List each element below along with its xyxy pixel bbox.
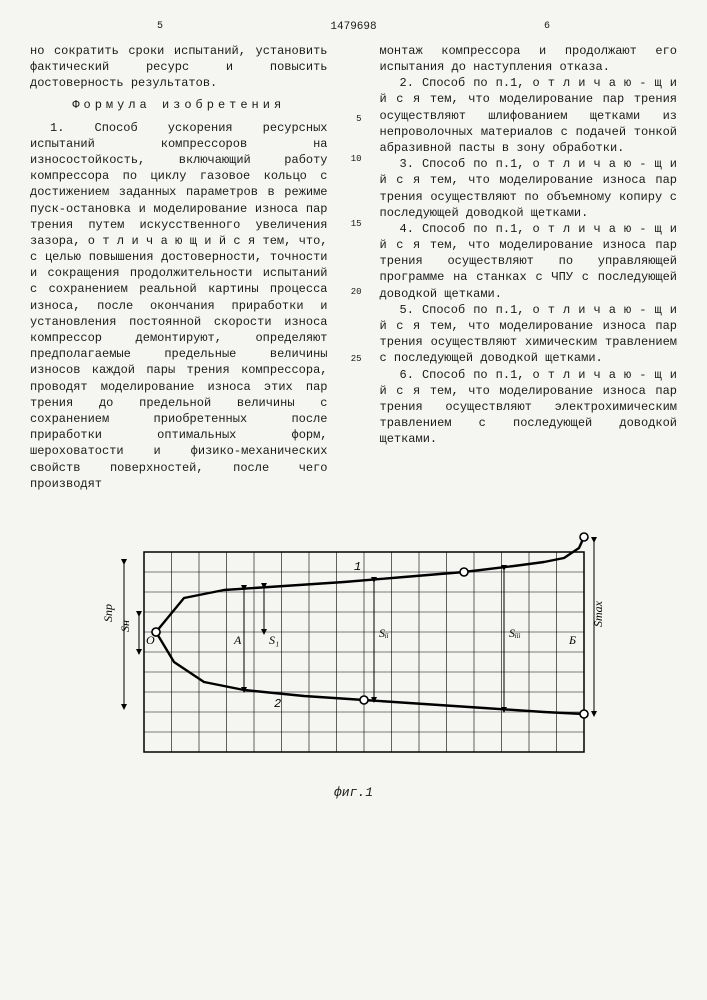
formula-title: Формула изобретения — [30, 97, 328, 113]
svg-text:Sᵢᵢ: Sᵢᵢ — [379, 626, 389, 640]
claim-5: 5. Способ по п.1, о т л и ч а ю - щ и й … — [380, 302, 678, 367]
claim-3: 3. Способ по п.1, о т л и ч а ю - щ и й … — [380, 156, 678, 221]
claim-4: 4. Способ по п.1, о т л и ч а ю - щ и й … — [380, 221, 678, 302]
line-number: 20 — [351, 286, 362, 298]
right-column: монтаж компрессора и продолжают его испы… — [380, 43, 678, 492]
line-number-gutter: 5 10 15 20 25 — [346, 43, 362, 492]
svg-text:S₁: S₁ — [269, 633, 279, 647]
document-number: 1479698 — [290, 20, 417, 35]
line-number: 5 — [356, 113, 361, 125]
figure-caption: фиг.1 — [30, 784, 677, 802]
svg-text:Smax: Smax — [591, 600, 605, 627]
claim-1: 1. Способ ускорения ресурсных испытаний … — [30, 120, 328, 492]
page-num-left: 5 — [30, 20, 290, 35]
claim-6: 6. Способ по п.1, о т л и ч а ю - щ и й … — [380, 367, 678, 448]
page-header: 5 1479698 6 — [30, 20, 677, 35]
line-number: 10 — [351, 153, 362, 165]
chart-svg: 1 2 O A Б S₁ Sᵢᵢ Sᵢᵢᵢ SпрSн Smax — [84, 532, 624, 782]
svg-text:A: A — [233, 633, 242, 647]
page-num-right: 6 — [417, 20, 677, 35]
svg-text:Sн: Sн — [118, 620, 132, 632]
svg-text:1: 1 — [354, 560, 361, 574]
svg-text:Sᵢᵢᵢ: Sᵢᵢᵢ — [509, 626, 521, 640]
claim-2: 2. Способ по п.1, о т л и ч а ю - щ и й … — [380, 75, 678, 156]
svg-text:2: 2 — [274, 697, 281, 711]
svg-text:Б: Б — [568, 633, 576, 647]
intro-text: но сократить сроки испытаний, установить… — [30, 43, 328, 92]
svg-text:O: O — [146, 633, 155, 647]
claim-1-cont: монтаж компрессора и продолжают его испы… — [380, 43, 678, 75]
line-number: 25 — [351, 353, 362, 365]
svg-text:Sпр: Sпр — [101, 604, 115, 622]
left-column: но сократить сроки испытаний, установить… — [30, 43, 328, 492]
text-columns: но сократить сроки испытаний, установить… — [30, 43, 677, 492]
figure-1: 1 2 O A Б S₁ Sᵢᵢ Sᵢᵢᵢ SпрSн Smax — [30, 532, 677, 782]
line-number: 15 — [351, 218, 362, 230]
